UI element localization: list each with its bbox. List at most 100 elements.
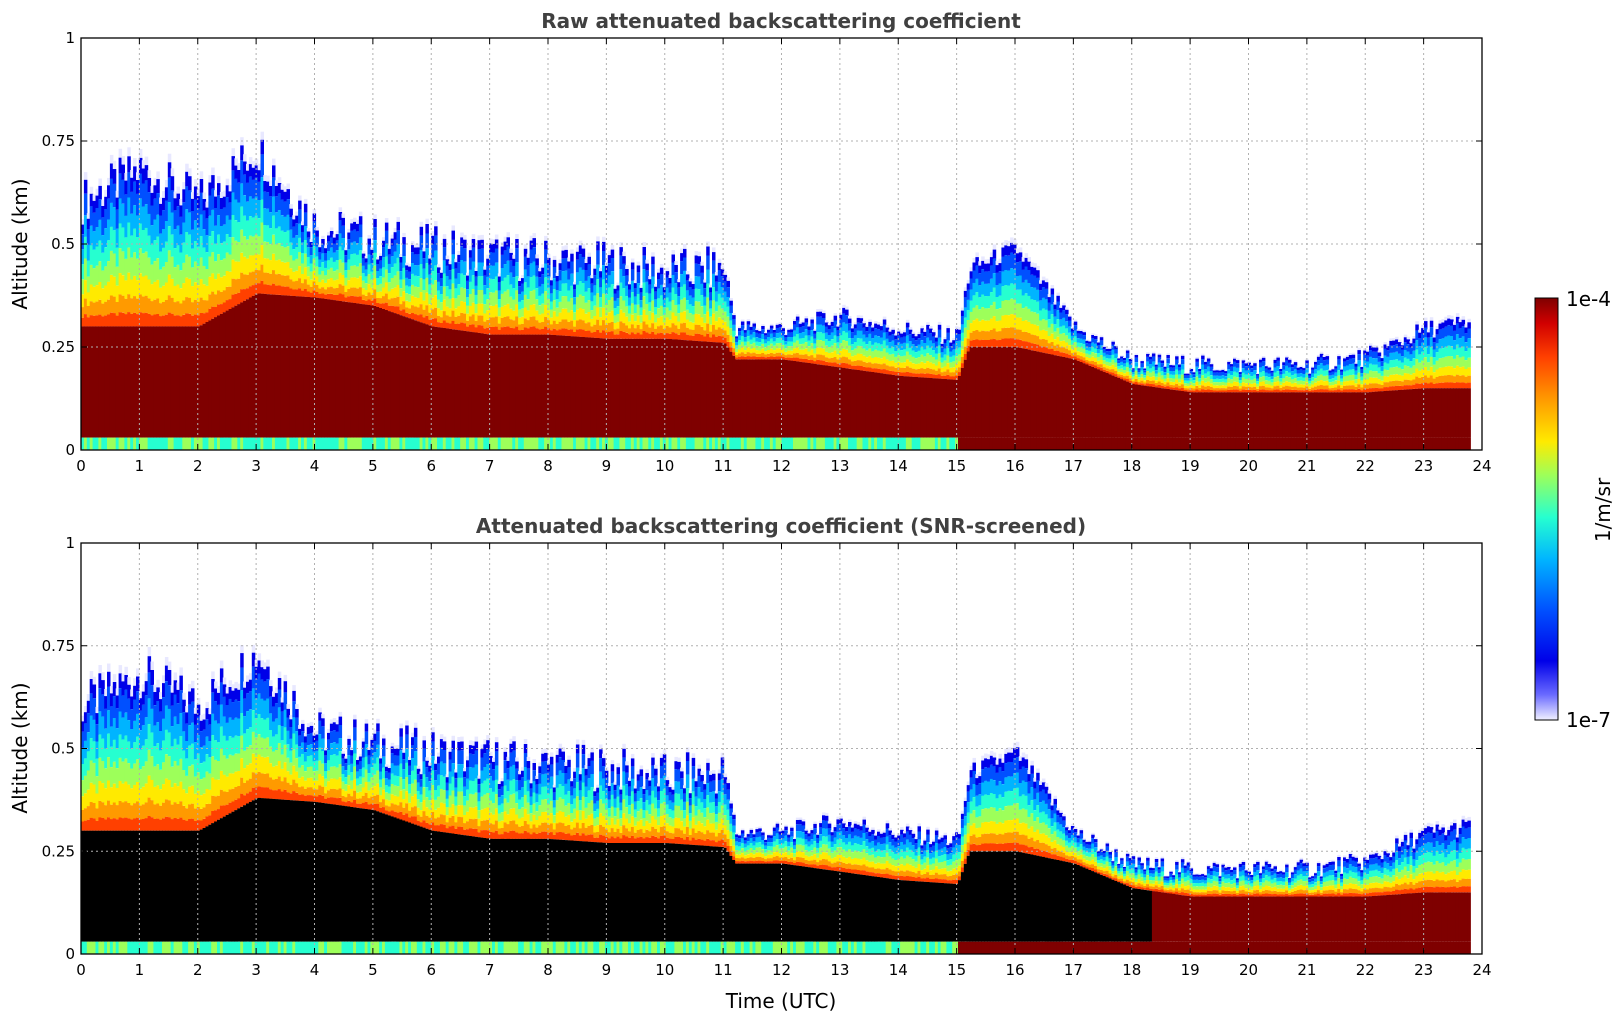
heatmap-cell [1041,308,1046,320]
heatmap-cell [1053,302,1057,305]
heatmap-cell [274,244,279,261]
heatmap-cell [740,437,745,450]
heatmap-cell [376,278,380,285]
heatmap-cell [393,263,398,276]
heatmap-cell [1290,364,1295,367]
heatmap-cell [680,248,684,254]
heatmap-cell [1160,375,1165,380]
heatmap-cell [1123,378,1127,381]
heatmap-cell [871,327,875,332]
heatmap-cell [1386,356,1390,364]
heatmap-cell [1377,361,1382,368]
heatmap-cell [231,215,235,238]
heatmap-cell [1256,390,1260,393]
heatmap-cell [1001,286,1005,301]
heatmap-cell [772,332,777,338]
heatmap-cell [1102,349,1107,353]
heatmap-cell [1351,385,1356,390]
heatmap-cell [793,324,797,331]
heatmap-cell [411,295,415,306]
heatmap-cell [315,292,319,298]
heatmap-cell [1282,382,1286,387]
heatmap-cell [159,437,163,450]
heatmap-cell [1062,305,1066,311]
heatmap-cell [1279,378,1283,382]
heatmap-cell [347,437,351,450]
heatmap-cell [1279,385,1283,388]
heatmap-cell [1039,290,1043,301]
heatmap-cell [225,286,230,301]
heatmap-cell [124,326,128,438]
heatmap-cell [955,329,959,334]
heatmap-cell [451,225,455,231]
heatmap-cell [1334,372,1338,377]
heatmap-cell [454,258,458,263]
heatmap-cell [463,313,467,324]
heatmap-cell [237,222,241,242]
heatmap-cell [882,363,887,370]
heatmap-cell [1366,351,1370,356]
heatmap-cell [1099,437,1104,450]
heatmap-cell [1250,383,1254,388]
heatmap-cell [295,437,299,450]
heatmap-cell [561,283,565,297]
heatmap-cell [911,437,916,450]
heatmap-cell [885,338,890,346]
heatmap-cell [390,312,395,438]
heatmap-cell [607,275,612,288]
heatmap-cell [613,334,618,339]
heatmap-cell [1319,357,1324,364]
heatmap-cell [1166,382,1170,387]
heatmap-cell [338,301,343,438]
heatmap-cell [156,171,160,180]
heatmap-cell [769,437,774,450]
heatmap-cell [147,326,152,438]
heatmap-cell [862,320,866,324]
heatmap-cell [1285,437,1289,450]
heatmap-cell [489,243,493,252]
heatmap-cell [176,326,180,438]
heatmap-cell [1149,372,1153,378]
heatmap-cell [379,260,383,269]
heatmap-cell [1198,367,1202,369]
heatmap-cell [1050,323,1055,334]
heatmap-cell [1259,362,1263,368]
heatmap-cell [599,307,603,318]
heatmap-cell [251,437,256,450]
heatmap-cell [584,270,589,281]
heatmap-cell [179,288,183,304]
heatmap-cell [665,326,670,334]
heatmap-cell [1044,299,1049,310]
heatmap-cell [306,297,311,438]
heatmap-cell [104,301,108,316]
heatmap-cell [1322,385,1327,390]
heatmap-cell [839,437,843,450]
heatmap-cell [1218,437,1222,450]
heatmap-cell [853,369,858,438]
heatmap-cell [1128,357,1133,360]
heatmap-cell [86,292,91,306]
heatmap-cell [850,332,855,339]
heatmap-cell [856,322,861,331]
heatmap-cell [920,368,924,374]
heatmap-cell [871,325,875,328]
heatmap-cell [619,309,623,322]
heatmap-cell [309,239,314,242]
heatmap-cell [590,437,594,450]
heatmap-cell [141,253,146,277]
heatmap-cell [1235,377,1240,383]
heatmap-cell [1015,339,1020,348]
heatmap-cell [257,283,262,294]
heatmap-cell [109,226,114,251]
heatmap-cell [1374,391,1379,438]
heatmap-cell [387,263,392,274]
heatmap-cell [225,178,230,186]
heatmap-cell [1250,376,1254,380]
heatmap-cell [523,248,528,257]
heatmap-cell [862,361,866,367]
heatmap-cell [868,321,872,327]
heatmap-cell [616,314,620,322]
heatmap-cell [549,317,554,325]
heatmap-cell [173,315,178,327]
heatmap-cell [413,254,418,266]
